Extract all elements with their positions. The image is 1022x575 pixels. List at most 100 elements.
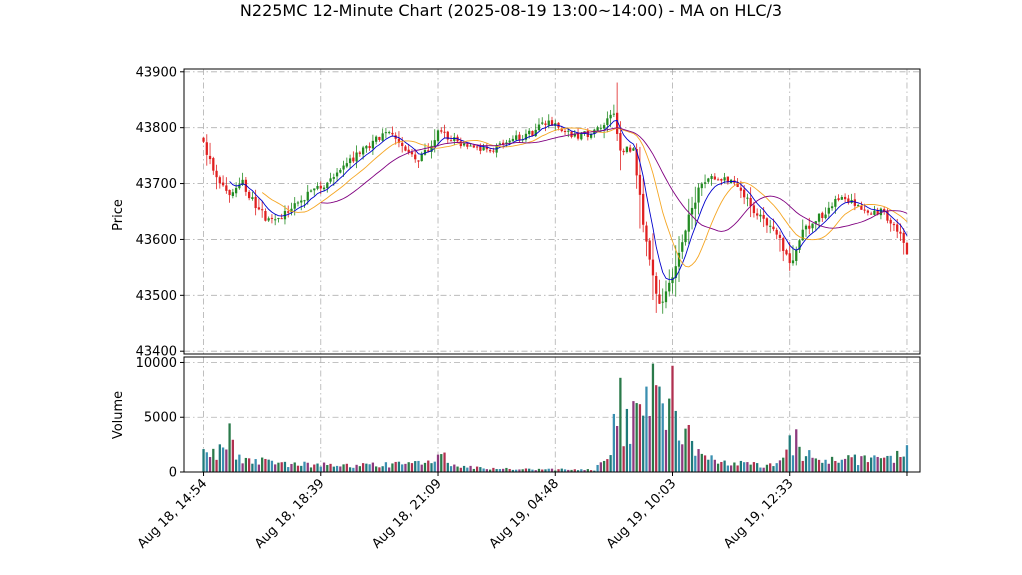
volume-bar xyxy=(335,465,339,472)
candle-body xyxy=(694,202,697,209)
candle-body xyxy=(436,130,440,142)
volume-bar xyxy=(791,455,795,472)
candle-body xyxy=(648,240,651,260)
candle-body xyxy=(739,187,743,191)
candle-body xyxy=(482,147,485,151)
volume-bar xyxy=(635,403,638,472)
volume-bar xyxy=(466,467,469,472)
volume-bar xyxy=(547,468,550,472)
x-tick-label: Aug 19, 12:33 xyxy=(721,476,797,552)
volume-bar xyxy=(231,439,234,472)
volume-bar xyxy=(261,457,264,472)
candle-body xyxy=(847,198,850,203)
volume-bar xyxy=(420,464,423,472)
volume-bar xyxy=(290,463,293,472)
volume-bar xyxy=(221,447,225,472)
volume-bar xyxy=(808,450,811,472)
candle-body xyxy=(746,197,749,199)
candle-body xyxy=(401,142,404,146)
candle-body xyxy=(479,146,482,151)
candle-body xyxy=(668,282,671,292)
candle-body xyxy=(743,189,746,198)
volume-bar xyxy=(762,467,765,472)
candle-body xyxy=(300,200,303,203)
volume-bar xyxy=(668,398,671,472)
volume-bar xyxy=(215,459,218,472)
volume-bar xyxy=(407,462,410,472)
volume-bar xyxy=(580,469,583,472)
candle-body xyxy=(716,179,720,181)
volume-bar xyxy=(208,457,212,472)
candle-body xyxy=(655,276,658,294)
volume-bar xyxy=(365,463,368,472)
candle-body xyxy=(703,182,707,184)
candle-body xyxy=(606,118,609,125)
candle-body xyxy=(642,193,645,225)
volume-bar xyxy=(892,462,896,472)
volume-bar xyxy=(606,459,609,472)
volume-bar xyxy=(837,462,840,472)
volume-bar xyxy=(361,463,365,472)
candle-body xyxy=(804,225,808,230)
volume-bar xyxy=(720,461,723,472)
candle-body xyxy=(306,191,309,201)
candle-body xyxy=(681,242,684,252)
candle-body xyxy=(599,127,602,129)
candle-body xyxy=(423,149,427,155)
candle-body xyxy=(381,133,384,141)
volume-bar xyxy=(713,459,716,472)
candle-body xyxy=(472,145,475,148)
candle-body xyxy=(720,179,723,181)
candle-body xyxy=(798,240,801,250)
volume-bar xyxy=(795,429,798,472)
candle-body xyxy=(215,170,218,178)
volume-bar xyxy=(316,463,319,472)
volume-bar xyxy=(274,464,277,472)
candle-body xyxy=(749,197,752,207)
volume-bar xyxy=(856,465,860,472)
candle-body xyxy=(863,209,866,211)
candle-body xyxy=(388,132,391,134)
candle-body xyxy=(830,206,834,209)
volume-bar xyxy=(707,459,710,472)
candle-body xyxy=(762,214,765,219)
volume-bar xyxy=(671,365,674,472)
candle-body xyxy=(541,122,544,124)
volume-bar xyxy=(664,429,668,472)
volume-bar xyxy=(534,470,537,472)
volume-bar xyxy=(508,468,511,472)
volume-bar xyxy=(817,459,821,472)
volume-bar xyxy=(567,469,570,472)
volume-bar xyxy=(371,462,375,472)
candle-body xyxy=(896,224,899,232)
candle-body xyxy=(687,214,690,232)
candle-body xyxy=(808,225,811,229)
volume-bar xyxy=(615,426,619,472)
volume-bar xyxy=(306,462,309,472)
volume-bar xyxy=(472,468,475,472)
ma-short-line xyxy=(229,119,908,281)
candle-body xyxy=(772,226,775,230)
volume-bar xyxy=(394,461,397,472)
volume-bar xyxy=(453,464,456,472)
candle-body xyxy=(821,212,824,219)
volume-bar xyxy=(902,456,905,472)
candle-body xyxy=(518,134,521,141)
candle-body xyxy=(342,165,345,170)
candle-body xyxy=(462,143,466,146)
candle-body xyxy=(319,185,322,189)
volume-bar xyxy=(560,468,563,472)
volume-bar xyxy=(417,460,420,472)
volume-bar xyxy=(264,458,267,472)
volume-bar xyxy=(827,463,830,472)
volume-bar xyxy=(694,455,697,472)
volume-axis-label: Volume xyxy=(111,391,126,439)
volume-bar xyxy=(622,446,625,472)
candle-body xyxy=(352,157,355,162)
candle-body xyxy=(313,188,316,191)
candle-body xyxy=(475,146,479,148)
candle-body xyxy=(309,190,313,192)
candle-body xyxy=(677,252,681,267)
candle-body xyxy=(570,131,573,138)
